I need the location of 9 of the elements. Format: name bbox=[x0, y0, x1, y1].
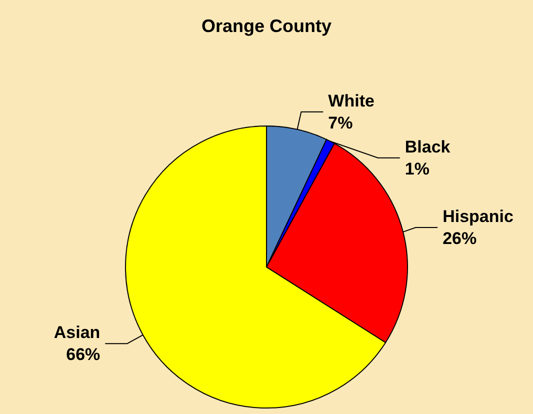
slice-label: Asian bbox=[54, 323, 100, 342]
data-label: 66% bbox=[66, 345, 100, 364]
slice-label: White bbox=[328, 91, 374, 110]
data-label: 1% bbox=[404, 159, 430, 178]
data-label: 7% bbox=[328, 113, 353, 132]
chart-title: Orange County bbox=[201, 16, 332, 36]
slice-label: Hispanic bbox=[442, 206, 514, 226]
data-label: 26% bbox=[442, 228, 477, 248]
slice-label: Black bbox=[404, 137, 451, 156]
